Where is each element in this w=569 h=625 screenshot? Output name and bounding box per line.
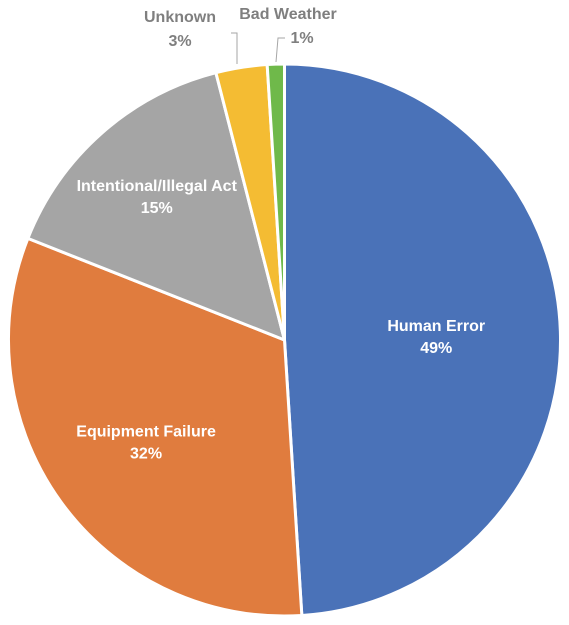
slice-value-label: 15% bbox=[141, 200, 173, 217]
slice-category-label: Intentional/Illegal Act bbox=[77, 178, 238, 195]
slice-label-equipment-failure: Equipment Failure 32% bbox=[76, 424, 216, 463]
slice-category-label: Bad Weather bbox=[239, 6, 337, 23]
pie-slice-intentional-illegal-act bbox=[26, 71, 286, 342]
pie-slices bbox=[7, 62, 562, 618]
slice-category-label: Unknown bbox=[144, 9, 216, 26]
slice-label-bad-weather: Bad Weather 1% bbox=[239, 6, 337, 47]
pie-slice-equipment-failure bbox=[7, 236, 304, 618]
leader-lines bbox=[231, 32, 285, 64]
slice-value-label: 1% bbox=[290, 30, 313, 47]
pie-slice-human-error bbox=[283, 62, 562, 617]
leader-line-bad-weather bbox=[275, 37, 285, 63]
slice-label-human-error: Human Error 49% bbox=[387, 318, 485, 357]
slice-label-unknown: Unknown 3% bbox=[144, 9, 216, 50]
slice-value-label: 3% bbox=[168, 33, 191, 50]
slice-category-label: Human Error bbox=[387, 318, 485, 335]
pie-slice-bad-weather bbox=[265, 62, 286, 342]
slice-labels: Human Error 49% Equipment Failure 32% Intent… bbox=[76, 6, 485, 463]
slice-value-label: 32% bbox=[130, 446, 162, 463]
leader-line-unknown bbox=[231, 32, 238, 64]
slice-category-label: Equipment Failure bbox=[76, 424, 216, 441]
slice-label-intentional-illegal-act: Intentional/Illegal Act 15% bbox=[77, 178, 238, 217]
slice-value-label: 49% bbox=[420, 340, 452, 357]
